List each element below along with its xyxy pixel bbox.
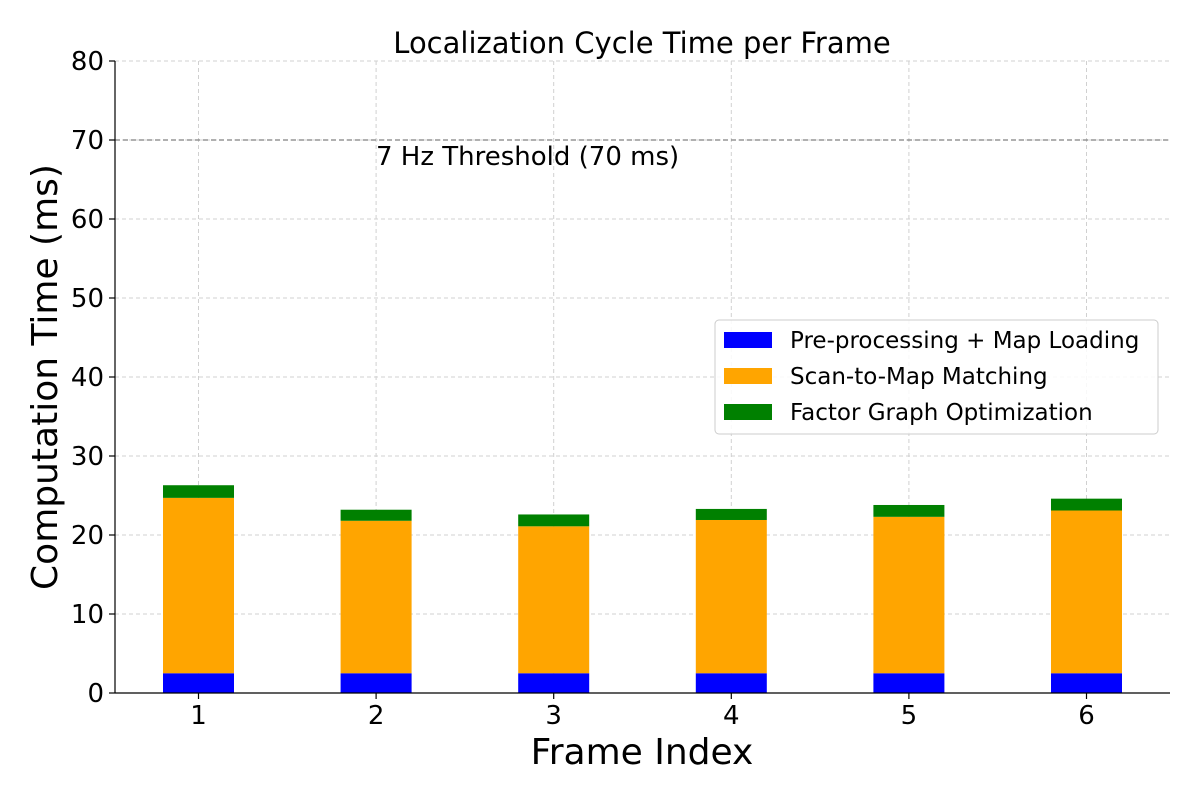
y-tick-label: 10 xyxy=(71,600,104,630)
y-tick-label: 40 xyxy=(71,363,104,393)
bar-segment-3 xyxy=(163,485,234,498)
bar-segment-2 xyxy=(518,526,590,674)
threshold-label: 7 Hz Threshold (70 ms) xyxy=(376,142,679,172)
bar-segment-3 xyxy=(518,514,590,527)
x-axis-label: Frame Index xyxy=(531,732,754,773)
legend-label: Pre-processing + Map Loading xyxy=(790,328,1139,354)
x-tick-label: 2 xyxy=(368,701,385,731)
grid-layer xyxy=(115,60,1170,694)
y-tick-label: 20 xyxy=(71,521,104,551)
y-axis-label: Computation Time (ms) xyxy=(25,164,66,590)
bar-segment-1 xyxy=(163,673,234,693)
legend-label: Scan-to-Map Matching xyxy=(790,364,1048,390)
bar-segment-1 xyxy=(695,673,767,693)
bar-segment-3 xyxy=(695,508,767,520)
x-tick-label: 3 xyxy=(545,701,562,731)
bar-segment-2 xyxy=(1051,510,1122,674)
x-tick-label: 1 xyxy=(190,701,207,731)
legend-label: Factor Graph Optimization xyxy=(790,400,1093,426)
bar-segment-1 xyxy=(518,673,590,693)
bar-segment-1 xyxy=(340,673,412,693)
bar-segment-2 xyxy=(873,516,945,674)
y-tick-label: 50 xyxy=(71,284,104,314)
x-tick-label: 4 xyxy=(723,701,740,731)
y-tick-label: 30 xyxy=(71,442,104,472)
threshold-layer: 7 Hz Threshold (70 ms) xyxy=(115,139,1170,172)
x-tick-label: 5 xyxy=(901,701,918,731)
bars-layer xyxy=(163,485,1122,693)
bar-segment-1 xyxy=(873,673,945,693)
axes-layer: 0 10 20 30 40 50 60 70 80 1 2 3 4 5 6 xyxy=(71,47,1170,731)
y-tick-label: 0 xyxy=(87,679,104,709)
bar-segment-3 xyxy=(873,504,945,517)
bar-segment-2 xyxy=(695,519,767,674)
legend-swatch xyxy=(724,368,772,384)
chart-title: Localization Cycle Time per Frame xyxy=(393,26,890,60)
y-tick-label: 60 xyxy=(71,205,104,235)
bar-segment-2 xyxy=(340,520,412,674)
bar-segment-3 xyxy=(1051,498,1122,511)
legend-swatch xyxy=(724,332,772,348)
x-tick-label: 6 xyxy=(1078,701,1095,731)
bar-segment-3 xyxy=(340,509,412,521)
legend-box xyxy=(714,319,1159,435)
bar-segment-2 xyxy=(163,497,234,674)
bar-segment-1 xyxy=(1051,673,1122,693)
y-tick-label: 80 xyxy=(71,47,104,77)
y-tick-label: 70 xyxy=(71,126,104,156)
legend: Pre-processing + Map Loading Scan-to-Map … xyxy=(714,319,1159,435)
legend-swatch xyxy=(724,404,772,420)
